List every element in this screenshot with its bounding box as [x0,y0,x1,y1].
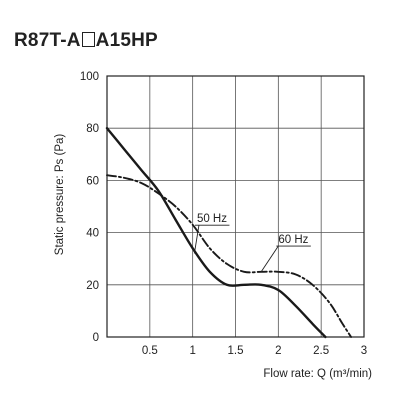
x-tick-label: 2 [275,345,281,357]
chart-title: R87T-A A15HP [14,30,158,52]
x-tick-label: 1.5 [228,345,244,357]
tick-labels: 0.5 1 1.5 2 2.5 3 0 20 40 60 80 100 [80,71,367,357]
plot-frame [106,75,365,338]
annotation-leader [193,225,200,254]
y-tick-label: 0 [93,332,99,344]
annotation-label-50hz: 50 Hz [197,213,227,225]
title-prefix: R87T-A [14,30,81,51]
x-axis-label: Flow rate: Q (m³/min) [263,368,372,380]
y-tick-label: 60 [86,175,99,187]
annotations: 50 Hz 60 Hz [193,213,311,272]
annotation-label-60hz: 60 Hz [278,234,308,246]
x-tick-label: 0.5 [142,345,158,357]
x-tick-label: 3 [361,345,367,357]
y-tick-label: 100 [80,71,99,83]
x-tick-label: 1 [189,345,195,357]
square-symbol-icon [81,32,95,47]
x-tick-label: 2.5 [313,345,329,357]
y-tick-label: 20 [86,280,99,292]
series-line-50hz [105,126,327,339]
annotation-leader [260,245,279,272]
series-line-60hz [106,174,353,338]
y-tick-label: 40 [86,228,99,240]
series-group [105,126,353,339]
title-suffix: A15HP [95,30,158,51]
y-axis-label: Static pressure: Ps (Pa) [54,134,66,256]
y-tick-label: 80 [86,123,99,135]
